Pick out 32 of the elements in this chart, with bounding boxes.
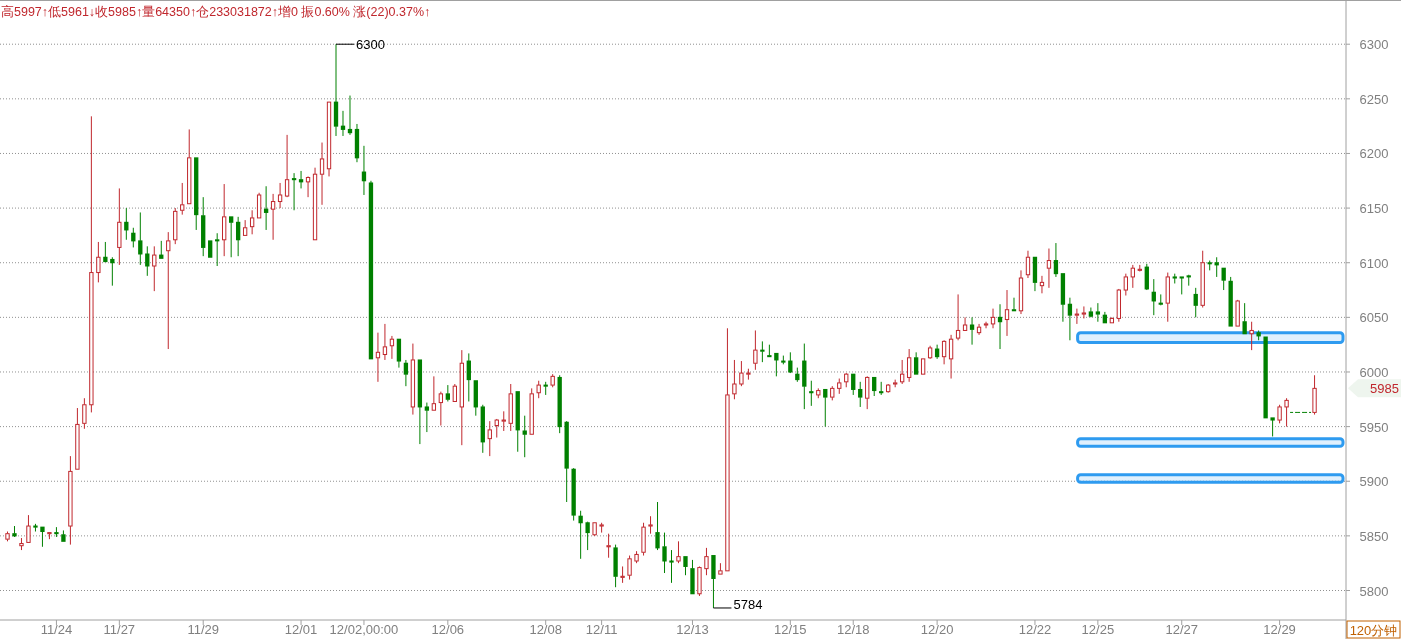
chart-title: 高5997↑低5961↓收5985↑量64350↑仓233031872↑增0 振0.60% 涨(22)0.37%↑: [1, 4, 431, 19]
y-tick-label: 6300: [1359, 37, 1389, 53]
x-tick-label: 11/27: [103, 622, 136, 637]
y-tick-label: 6150: [1359, 201, 1389, 217]
y-tick-label: 5850: [1359, 528, 1389, 544]
x-tick-label: 12/18: [836, 622, 870, 637]
x-tick-label: 12/02,00:00: [329, 622, 399, 637]
y-tick-label: 6100: [1359, 255, 1389, 271]
period: 120分钟: [1346, 620, 1401, 639]
x-tick-label: 12/11: [585, 622, 618, 637]
x-tick-label: 11/24: [40, 622, 73, 637]
y-tick-label: 6200: [1359, 146, 1389, 162]
x-tick-label: 12/13: [676, 622, 709, 637]
y-tick-label: 6050: [1359, 310, 1389, 326]
x-tick-label: 12/06: [431, 622, 465, 637]
annotation: 6300: [356, 37, 385, 53]
x-tick-label: 12/20: [920, 622, 954, 637]
x-tick-label: 11/29: [187, 622, 219, 637]
annotation: 5784: [733, 596, 763, 612]
y-tick-label: 5950: [1359, 419, 1389, 435]
x-tick-label: 12/27: [1165, 622, 1199, 637]
y-tick-label: 6250: [1359, 91, 1389, 107]
x-tick-label: 12/25: [1081, 622, 1115, 637]
y-tick-label: 5800: [1359, 583, 1389, 599]
x-tick-label: 12/22: [1018, 622, 1052, 637]
x-tick-label: 12/15: [774, 622, 807, 637]
x-tick-label: 12/29: [1263, 622, 1296, 637]
x-tick-label: 12/08: [529, 622, 562, 637]
y-tick-label: 5900: [1359, 474, 1389, 490]
x-tick-label: 12/01: [284, 622, 318, 637]
y-tick-label: 6000: [1359, 364, 1389, 380]
price-tag: 5985: [1348, 379, 1401, 398]
